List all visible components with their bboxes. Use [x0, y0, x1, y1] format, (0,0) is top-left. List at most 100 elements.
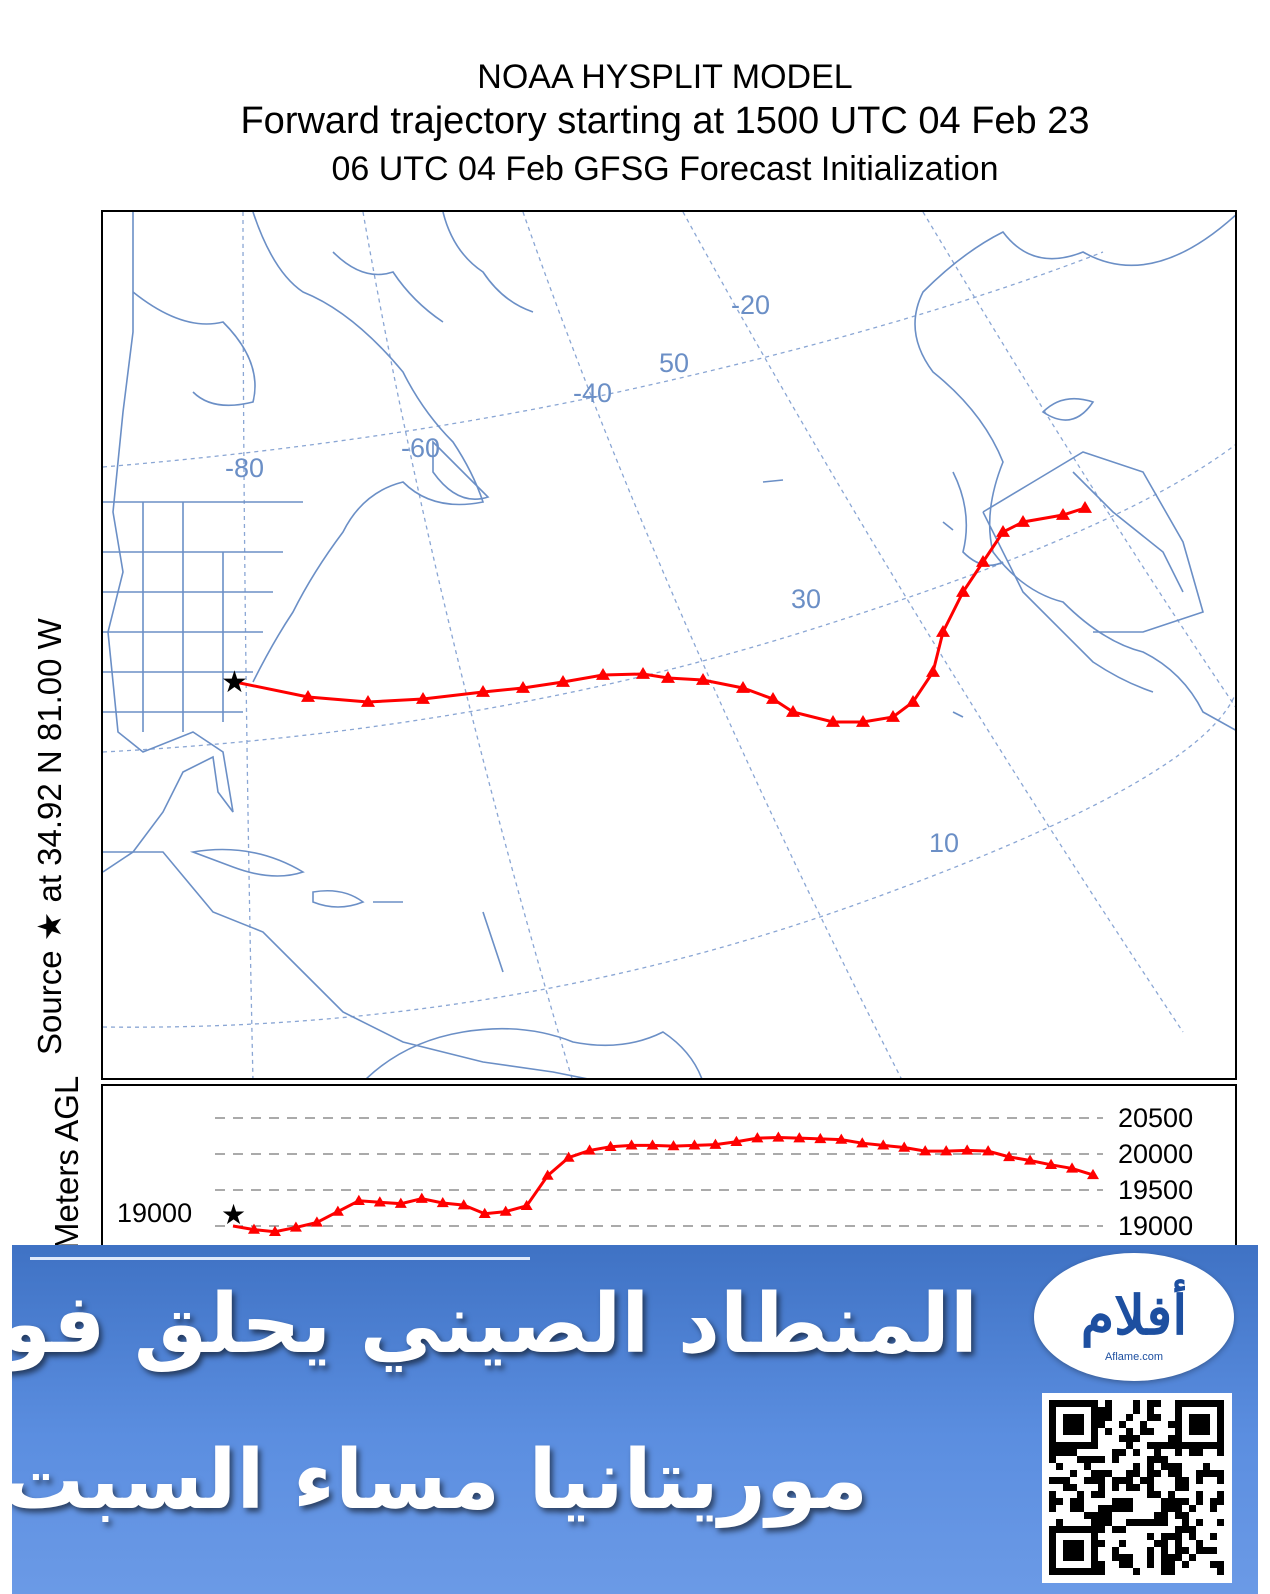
qr-module	[1217, 1568, 1224, 1575]
qr-module	[1126, 1470, 1133, 1477]
qr-module	[1049, 1540, 1056, 1547]
qr-module	[1070, 1547, 1077, 1554]
height-marker	[751, 1132, 764, 1143]
graticule	[103, 212, 1235, 1078]
height-marker	[835, 1133, 848, 1144]
qr-module	[1084, 1400, 1091, 1407]
qr-module	[1077, 1442, 1084, 1449]
qr-module	[1126, 1554, 1133, 1561]
qr-module	[1119, 1554, 1126, 1561]
qr-module	[1098, 1414, 1105, 1421]
qr-module	[1189, 1526, 1196, 1533]
trajectory-marker	[886, 710, 900, 722]
qr-module	[1091, 1470, 1098, 1477]
qr-module	[1112, 1449, 1119, 1456]
qr-module	[1070, 1428, 1077, 1435]
height-marker	[562, 1151, 575, 1162]
height-marker	[646, 1139, 659, 1150]
qr-module	[1126, 1561, 1133, 1568]
trajectory-marker	[766, 692, 780, 704]
qr-module	[1119, 1526, 1126, 1533]
qr-module	[1161, 1519, 1168, 1526]
qr-module	[1098, 1491, 1105, 1498]
qr-module	[1175, 1428, 1182, 1435]
title-model: NOAA HYSPLIT MODEL	[477, 58, 853, 96]
qr-module	[1217, 1470, 1224, 1477]
qr-module	[1091, 1512, 1098, 1519]
site-logo[interactable]: أفلام Aflame.com	[1034, 1253, 1234, 1381]
qr-module	[1133, 1407, 1140, 1414]
qr-code-icon[interactable]	[1042, 1393, 1232, 1583]
trajectory-marker	[661, 671, 675, 683]
qr-module	[1091, 1407, 1098, 1414]
height-marker	[961, 1144, 974, 1155]
qr-module	[1049, 1407, 1056, 1414]
qr-module	[1063, 1540, 1070, 1547]
height-marker	[436, 1196, 449, 1208]
qr-module	[1098, 1540, 1105, 1547]
qr-module	[1161, 1568, 1168, 1575]
height-marker	[667, 1140, 680, 1151]
qr-module	[1182, 1442, 1189, 1449]
qr-module	[1154, 1491, 1161, 1498]
qr-module	[1119, 1449, 1126, 1456]
qr-module	[1189, 1414, 1196, 1421]
height-marker	[814, 1132, 827, 1144]
qr-module	[1119, 1435, 1126, 1442]
logo-text: أفلام	[1080, 1283, 1188, 1347]
height-marker	[856, 1137, 869, 1148]
qr-module	[1189, 1400, 1196, 1407]
qr-module	[1063, 1400, 1070, 1407]
qr-module	[1217, 1428, 1224, 1435]
logo-subtext: Aflame.com	[1104, 1351, 1164, 1363]
height-marker	[709, 1138, 722, 1149]
qr-module	[1091, 1456, 1098, 1463]
headline-line-2: موريتانيا مساء السبت	[12, 1433, 868, 1528]
trajectory-marker	[476, 685, 490, 697]
qr-module	[1070, 1526, 1077, 1533]
qr-module	[1091, 1414, 1098, 1421]
qr-module	[1091, 1554, 1098, 1561]
qr-module	[1175, 1526, 1182, 1533]
qr-module	[1189, 1442, 1196, 1449]
height-marker	[1024, 1154, 1037, 1165]
height-axis-label-text: Meters AGL	[48, 1075, 85, 1250]
qr-module	[1049, 1554, 1056, 1561]
qr-module	[1217, 1498, 1224, 1505]
qr-module	[1126, 1484, 1133, 1491]
title-initialization: 06 UTC 04 Feb GFSG Forecast Initializati…	[331, 150, 999, 188]
qr-module	[1217, 1414, 1224, 1421]
qr-module	[1126, 1498, 1133, 1505]
qr-module	[1112, 1554, 1119, 1561]
qr-module	[1126, 1505, 1133, 1512]
qr-module	[1217, 1477, 1224, 1484]
qr-module	[1119, 1421, 1126, 1428]
qr-module	[1168, 1533, 1175, 1540]
qr-module	[1098, 1505, 1105, 1512]
qr-module	[1063, 1568, 1070, 1575]
qr-module	[1126, 1414, 1133, 1421]
height-marker	[499, 1205, 512, 1216]
qr-module	[1147, 1533, 1154, 1540]
qr-module	[1112, 1484, 1119, 1491]
grid-label-lat-30: 30	[791, 584, 821, 614]
qr-module	[1070, 1414, 1077, 1421]
qr-module	[1049, 1456, 1056, 1463]
qr-module	[1196, 1442, 1203, 1449]
trajectory-marker	[516, 681, 530, 693]
qr-module	[1119, 1561, 1126, 1568]
qr-module	[1091, 1442, 1098, 1449]
height-marker	[730, 1135, 743, 1146]
qr-module	[1196, 1540, 1203, 1547]
qr-module	[1049, 1428, 1056, 1435]
qr-module	[1056, 1519, 1063, 1526]
qr-module	[1105, 1470, 1112, 1477]
qr-module	[1091, 1435, 1098, 1442]
qr-module	[1147, 1442, 1154, 1449]
qr-module	[1077, 1547, 1084, 1554]
qr-module	[1077, 1554, 1084, 1561]
news-banner: المنطاد الصيني يحلق فوق موريتانيا مساء ا…	[12, 1245, 1258, 1594]
qr-module	[1161, 1456, 1168, 1463]
qr-module	[1203, 1428, 1210, 1435]
qr-module	[1112, 1505, 1119, 1512]
